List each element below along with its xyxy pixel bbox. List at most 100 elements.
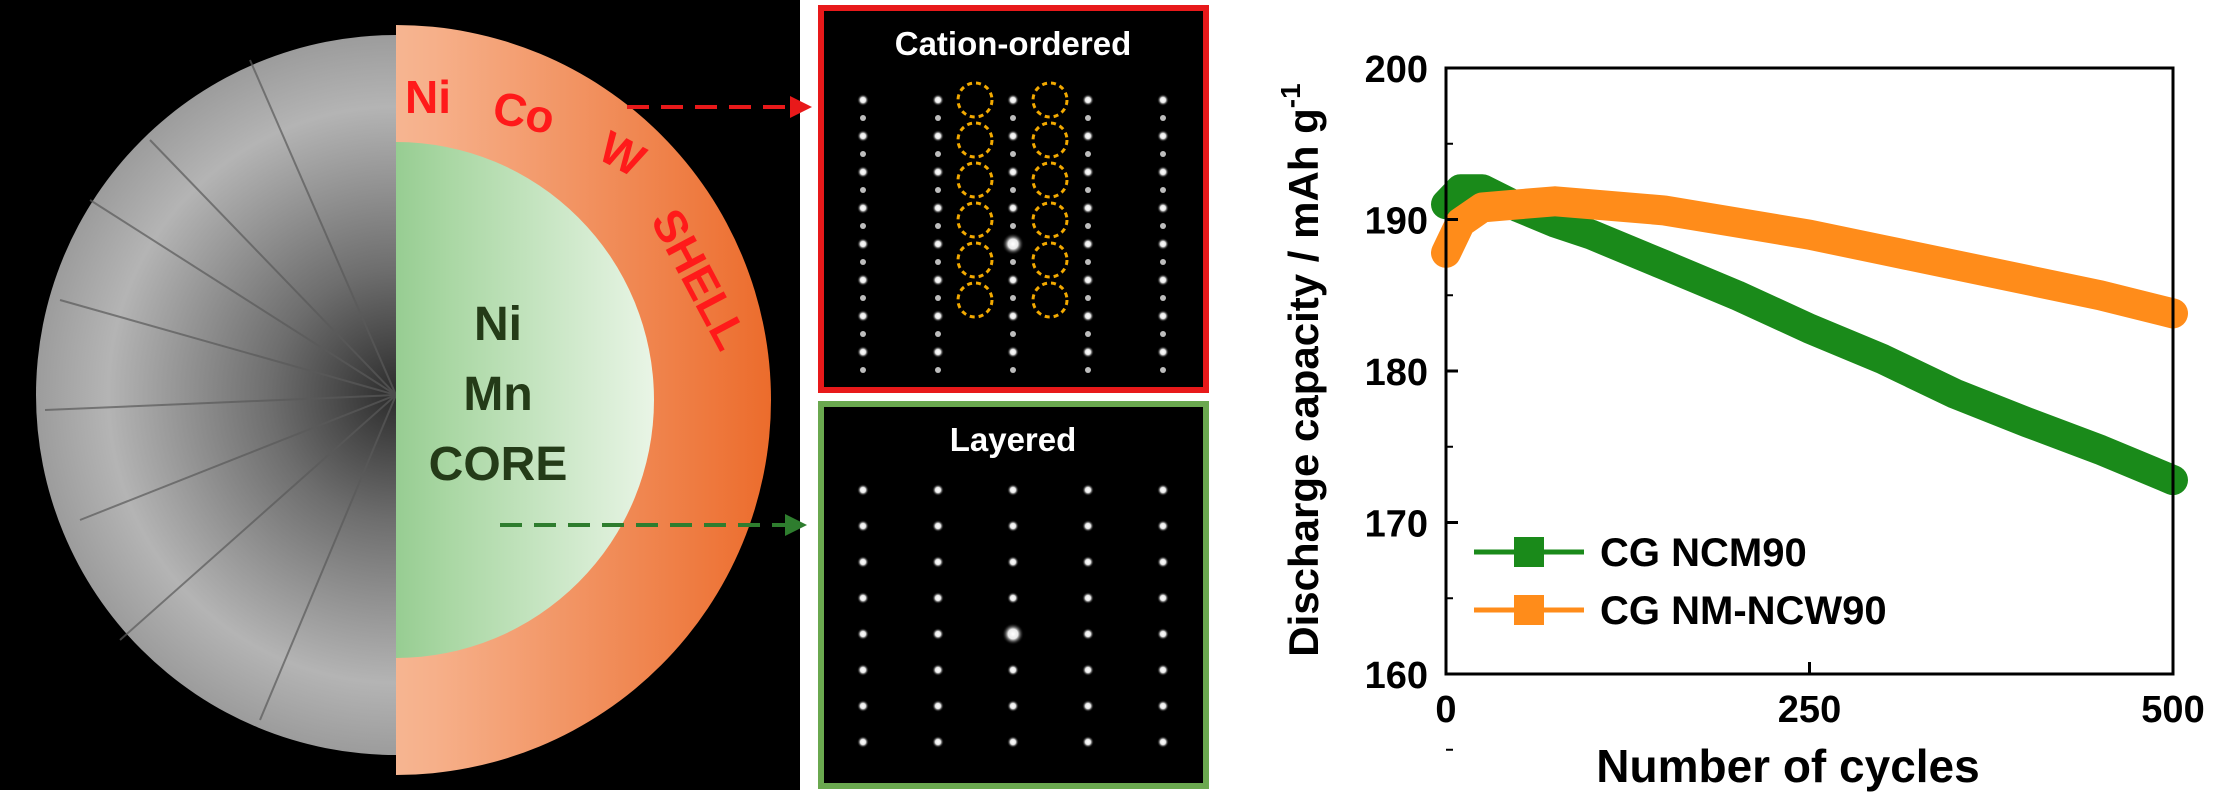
diffraction-spot — [1007, 484, 1019, 496]
legend-marker — [1514, 537, 1544, 567]
superlattice-spot — [935, 331, 941, 337]
diffraction-spot — [1082, 166, 1094, 178]
superlattice-spot — [1085, 223, 1091, 229]
diffraction-spot — [1082, 94, 1094, 106]
diffraction-spot — [932, 556, 944, 568]
diffraction-spot — [857, 700, 869, 712]
diffraction-spot — [1157, 700, 1169, 712]
diffraction-spot — [1007, 310, 1019, 322]
y-axis-label: Discharge capacity / mAh g-1 — [1275, 83, 1327, 656]
superlattice-spot — [860, 259, 866, 265]
diffraction-spot — [1007, 556, 1019, 568]
ordering-ring — [1031, 201, 1069, 239]
diffraction-pattern-top — [857, 94, 1169, 373]
superlattice-spot — [860, 151, 866, 157]
superlattice-spot — [860, 115, 866, 121]
chart-legend: CG NCM90 CG NM-NCW90 — [1474, 531, 1887, 633]
diffraction-spot — [857, 484, 869, 496]
diffraction-spot — [1082, 520, 1094, 532]
superlattice-spot — [860, 295, 866, 301]
diffraction-spot — [857, 238, 869, 250]
diffraction-spot — [1007, 664, 1019, 676]
ordering-ring — [1031, 161, 1069, 199]
diffraction-spot — [1157, 664, 1169, 676]
ordering-ring — [956, 81, 994, 119]
y-axis-label-exponent: -1 — [1275, 83, 1306, 108]
diffraction-spot — [1157, 556, 1169, 568]
diffraction-spot — [1157, 94, 1169, 106]
diffraction-spot — [857, 628, 869, 640]
diffraction-spot — [1007, 736, 1019, 748]
x-tick-label: 500 — [2141, 689, 2204, 731]
diffraction-spot — [932, 736, 944, 748]
superlattice-spot — [935, 367, 941, 373]
core-arrow — [500, 514, 807, 536]
y-axis-ticks: 200 190 180 170 160 — [1365, 49, 1458, 751]
superlattice-spot — [860, 367, 866, 373]
sem-cross-section-image — [36, 35, 396, 755]
diffraction-spot — [1157, 238, 1169, 250]
cross-section-panel: Ni Co W SHELL Ni Mn CORE — [0, 0, 812, 790]
superlattice-spot — [1160, 151, 1166, 157]
core-shell-schematic — [396, 25, 771, 775]
superlattice-spot — [1160, 295, 1166, 301]
superlattice-spot — [860, 331, 866, 337]
superlattice-spot — [1160, 331, 1166, 337]
y-tick-label: 180 — [1365, 352, 1428, 394]
superlattice-spot — [860, 187, 866, 193]
diffraction-spot — [1007, 700, 1019, 712]
cycling-chart: 200 190 180 170 160 0 250 500 Number of cycles… — [1275, 49, 2205, 792]
y-axis-label-text: Discharge capacity / mAh g — [1280, 108, 1327, 657]
diffraction-spot — [1082, 628, 1094, 640]
superlattice-spot — [1160, 259, 1166, 265]
cation-ordered-frame — [818, 5, 1209, 393]
chart-series-group — [1431, 174, 2188, 496]
ordering-ring — [1031, 81, 1069, 119]
diffraction-spot — [1157, 736, 1169, 748]
diffraction-spot — [932, 238, 944, 250]
legend-label: CG NCM90 — [1600, 531, 1807, 575]
diffraction-spot — [857, 274, 869, 286]
diffraction-spot — [857, 310, 869, 322]
diffraction-spot — [857, 202, 869, 214]
shell-arrow — [627, 96, 812, 118]
diffraction-spot — [1082, 310, 1094, 322]
diffraction-spot — [857, 736, 869, 748]
diffraction-spot — [932, 664, 944, 676]
diffraction-spot — [932, 94, 944, 106]
diffraction-spot — [1157, 628, 1169, 640]
diffraction-spot — [1157, 274, 1169, 286]
diffraction-spot — [1157, 130, 1169, 142]
diffraction-spot — [1082, 736, 1094, 748]
cation-ordered-panel: Cation-ordered — [818, 5, 1209, 393]
shell-word-co: Co — [489, 81, 560, 145]
diffraction-spot — [1082, 130, 1094, 142]
diffraction-spot — [932, 130, 944, 142]
plot-frame — [1444, 66, 2175, 676]
diffraction-spot — [932, 520, 944, 532]
superlattice-spot — [1010, 295, 1016, 301]
superlattice-spot — [1085, 187, 1091, 193]
superlattice-spot — [1085, 367, 1091, 373]
superlattice-spot — [1160, 187, 1166, 193]
core-region — [396, 142, 654, 658]
diffraction-spot — [1082, 484, 1094, 496]
superlattice-spot — [1160, 367, 1166, 373]
diffraction-spot — [1082, 346, 1094, 358]
ordering-ring — [1031, 121, 1069, 159]
superlattice-spot — [1085, 151, 1091, 157]
x-axis-ticks: 0 250 500 — [1435, 662, 2205, 731]
diffraction-spot — [1157, 202, 1169, 214]
diffraction-spot — [1007, 202, 1019, 214]
y-tick-label: 170 — [1365, 504, 1428, 546]
diffraction-spot — [1007, 274, 1019, 286]
diffraction-spot — [932, 484, 944, 496]
diffraction-spot — [932, 274, 944, 286]
superlattice-spot — [935, 259, 941, 265]
superlattice-spot — [860, 223, 866, 229]
diffraction-spot — [1082, 700, 1094, 712]
superlattice-spot — [1085, 115, 1091, 121]
core-word-ni: Ni — [474, 298, 522, 351]
diffraction-spot — [857, 556, 869, 568]
